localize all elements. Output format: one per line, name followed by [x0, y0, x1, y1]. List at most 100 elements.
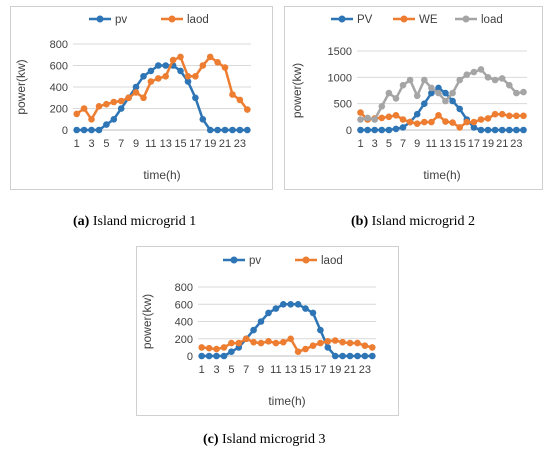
data-point: [147, 67, 155, 75]
y-tick-label: 600: [175, 299, 193, 311]
data-point: [364, 126, 371, 134]
data-point: [95, 103, 103, 110]
legend-marker: [302, 256, 310, 264]
data-point: [199, 62, 207, 69]
data-point: [484, 115, 492, 122]
legend-marker: [96, 15, 104, 23]
data-point: [272, 339, 280, 347]
y-tick-label: 200: [50, 104, 68, 116]
data-point: [354, 339, 361, 347]
data-point: [257, 318, 265, 325]
x-tick-label: 17: [314, 364, 326, 376]
data-point: [147, 78, 155, 85]
x-tick-label: 3: [88, 138, 94, 150]
data-point: [339, 338, 346, 346]
caption-text: Island microgrid 3: [218, 432, 326, 447]
data-point: [513, 89, 520, 97]
data-point: [484, 74, 492, 81]
data-point: [498, 126, 506, 134]
chart-panel-island-2: 0 500 1000 1500 1 3 5 7 9 11 13 15 17 19 21 23 time(h) po…: [284, 6, 543, 190]
x-tick-label: 23: [359, 364, 371, 376]
data-point: [265, 338, 272, 345]
legend-label: load: [481, 14, 503, 26]
data-point: [198, 352, 205, 360]
y-tick-label: 400: [175, 317, 193, 329]
data-point: [177, 53, 184, 61]
data-point: [125, 94, 132, 102]
data-point: [214, 59, 221, 66]
data-point: [435, 84, 442, 92]
data-point: [199, 116, 207, 123]
data-point: [477, 116, 485, 123]
data-point: [392, 95, 400, 102]
data-point: [421, 76, 428, 84]
data-point: [331, 337, 339, 344]
data-point: [506, 81, 513, 89]
data-point: [294, 348, 302, 355]
data-point: [244, 106, 251, 113]
x-tick-label: 7: [118, 138, 124, 150]
data-point: [250, 326, 257, 334]
y-tick-label: 400: [50, 82, 68, 94]
x-tick-label: 13: [160, 138, 172, 150]
data-point: [140, 73, 147, 80]
data-point: [229, 126, 236, 134]
data-point: [413, 110, 421, 118]
data-point: [228, 339, 235, 347]
data-point: [406, 76, 414, 84]
data-point: [392, 125, 400, 133]
x-tick-label: 23: [510, 138, 522, 150]
data-point: [192, 94, 199, 102]
x-tick-label: 3: [372, 138, 378, 150]
x-tick-label: 11: [145, 138, 156, 150]
y-tick-label: 800: [50, 39, 68, 51]
x-tick-label: 23: [234, 138, 246, 150]
caption-island-3: (c) Island microgrid 3: [203, 432, 325, 448]
data-point: [206, 126, 214, 134]
data-point: [413, 92, 421, 100]
data-point: [392, 112, 400, 119]
x-tick-label: 17: [189, 138, 201, 150]
y-axis-label: power(kw): [290, 63, 304, 118]
data-point: [428, 84, 435, 92]
data-point: [162, 62, 169, 69]
data-point: [369, 352, 376, 360]
data-point: [369, 344, 376, 351]
data-point: [449, 97, 456, 105]
data-point: [206, 53, 214, 61]
data-point: [265, 309, 272, 317]
data-point: [220, 352, 228, 360]
data-point: [103, 121, 110, 128]
legend-label: laod: [187, 14, 209, 26]
data-point: [302, 305, 309, 312]
legend-marker: [168, 15, 176, 23]
data-point: [477, 126, 485, 134]
data-point: [184, 73, 192, 80]
x-tick-label: 17: [468, 138, 480, 150]
legend-marker: [338, 15, 346, 23]
data-point: [513, 126, 520, 134]
data-point: [205, 344, 213, 352]
legend-marker: [230, 256, 238, 264]
caption-island-2: (b) Island microgrid 2: [351, 214, 475, 230]
data-point: [491, 126, 499, 134]
data-point: [317, 326, 324, 334]
data-point: [339, 352, 346, 360]
x-axis-label: time(h): [143, 168, 180, 182]
data-point: [169, 56, 177, 64]
data-point: [213, 352, 220, 360]
data-point: [214, 126, 221, 134]
y-tick-label: 1500: [328, 46, 352, 58]
caption-letter: (b): [351, 214, 369, 229]
y-tick-label: 200: [175, 334, 193, 346]
data-point: [378, 114, 386, 122]
data-point: [257, 339, 265, 347]
data-point: [435, 89, 442, 97]
data-point: [95, 126, 103, 134]
data-point: [520, 126, 527, 134]
x-tick-label: 13: [285, 364, 297, 376]
data-point: [456, 76, 463, 84]
data-point: [184, 78, 192, 85]
data-point: [513, 112, 520, 120]
